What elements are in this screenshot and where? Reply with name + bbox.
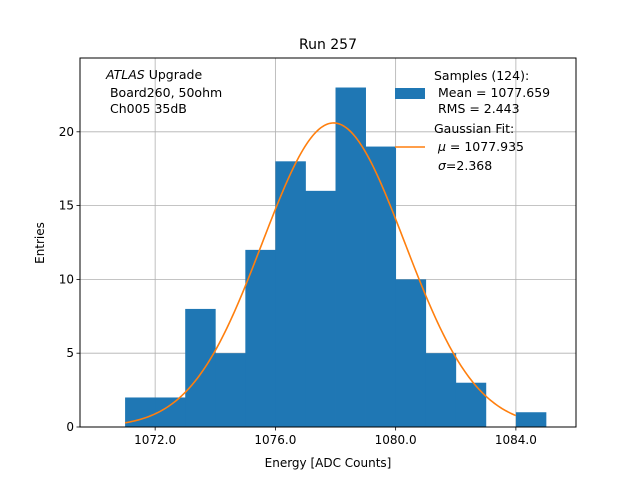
svg-text:σ=2.368: σ=2.368 [434, 158, 492, 173]
legend-samples-mean: Mean = 1077.659 [434, 85, 550, 100]
axes-frame [79, 57, 577, 428]
y-tick-label: 20 [59, 125, 74, 139]
y-tick-label: 0 [66, 420, 74, 434]
y-axis-label: Entries [33, 222, 47, 264]
legend-fit-title: Gaussian Fit: [434, 121, 514, 136]
histogram-bar [245, 249, 276, 427]
legend-fit-sigma-symbol: σ [438, 158, 447, 173]
histogram-bar [275, 161, 306, 427]
histogram-bar [155, 397, 186, 427]
histogram-bars [125, 87, 547, 428]
histogram-bar [425, 353, 457, 427]
x-tick-label: 1072.0 [134, 433, 176, 447]
x-axis-label: Energy [ADC Counts] [265, 456, 392, 470]
annotation-atlas: ATLAS [105, 67, 145, 82]
histogram-bar [395, 279, 427, 427]
gaussian-fit-curve [124, 122, 517, 424]
annotation-channel: Ch005 35dB [106, 101, 187, 116]
x-axis-ticks: 1072.0 1076.0 1080.0 1084.0 [134, 427, 537, 447]
x-tick-label: 1076.0 [254, 433, 296, 447]
y-tick-label: 10 [59, 272, 74, 286]
histogram-bar [515, 412, 547, 427]
x-tick-label: 1080.0 [375, 433, 417, 447]
legend-fit-mu-value: = 1077.935 [446, 139, 524, 154]
histogram-bar [335, 87, 366, 428]
atlas-annotation: ATLAS Upgrade Board260, 50ohm Ch005 35dB [105, 67, 222, 116]
histogram-bar [215, 353, 246, 427]
histogram-bar [365, 146, 397, 427]
legend-samples-rms: RMS = 2.443 [434, 101, 520, 116]
legend-samples-swatch [395, 88, 425, 99]
legend-fit-mu-symbol: μ [437, 139, 446, 154]
histogram-bar [455, 382, 487, 427]
x-tick-label: 1084.0 [495, 433, 537, 447]
chart-title: Run 257 [299, 37, 357, 53]
legend-fit-sigma-value: =2.368 [446, 158, 492, 173]
y-tick-label: 5 [66, 346, 74, 360]
histogram-bar [185, 308, 216, 427]
fit-curve-layer [124, 122, 517, 424]
y-axis-ticks: 0 5 10 15 20 [59, 125, 80, 434]
legend-samples-title: Samples (124): [434, 68, 529, 83]
histogram-bar [305, 190, 336, 427]
svg-text:ATLAS Upgrade: ATLAS Upgrade [105, 67, 202, 82]
y-tick-label: 15 [59, 199, 74, 213]
annotation-upgrade: Upgrade [145, 67, 203, 82]
annotation-board: Board260, 50ohm [106, 85, 222, 100]
svg-text:μ = 1077.935: μ = 1077.935 [434, 139, 524, 154]
legend: Samples (124): Mean = 1077.659 RMS = 2.4… [395, 68, 550, 173]
